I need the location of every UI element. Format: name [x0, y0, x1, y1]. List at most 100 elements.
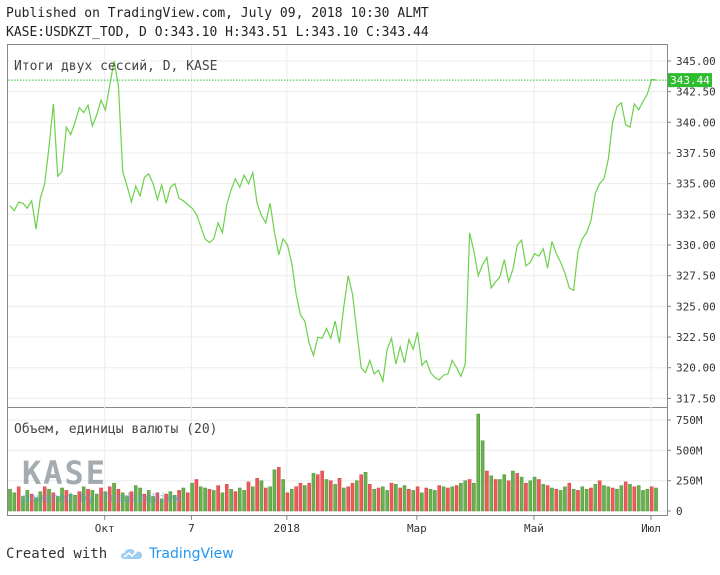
volume-bar	[363, 472, 368, 512]
volume-bar	[233, 491, 238, 512]
volume-bar	[628, 484, 632, 512]
volume-bar	[190, 482, 194, 512]
volume-bar	[47, 488, 51, 512]
volume-bar	[342, 487, 346, 512]
volume-bar	[38, 491, 43, 512]
volume-bar	[329, 480, 333, 512]
volume-bar	[632, 486, 637, 512]
volume-axis[interactable]: 750M 500M 250M 0	[667, 414, 703, 518]
volume-bar	[303, 485, 307, 512]
volume-bar	[242, 490, 246, 512]
volume-bar	[381, 486, 385, 512]
volume-bar	[68, 493, 73, 512]
volume-bar	[120, 492, 125, 512]
volume-bar	[77, 491, 82, 512]
volume-bar	[489, 475, 494, 512]
price-tick-label: 317.50	[676, 392, 716, 405]
volume-bar	[459, 482, 463, 512]
volume-bar	[385, 490, 389, 512]
volume-bar	[580, 486, 585, 512]
price-tick-label: 327.50	[676, 270, 716, 283]
footer: Created with TradingView	[6, 546, 234, 562]
volume-bar	[229, 488, 233, 512]
volume-bar	[424, 487, 428, 512]
volume-bar	[225, 484, 229, 512]
volume-bar	[615, 488, 619, 512]
volume-bar	[528, 480, 533, 512]
volume-bar	[90, 490, 95, 512]
volume-bar	[359, 474, 363, 512]
volume-bar	[333, 484, 337, 512]
time-tick-label: Окт	[95, 522, 115, 535]
time-tick-label: Июл	[641, 522, 661, 535]
price-axis[interactable]: 345.00 342.50 340.00 337.50 335.00 332.50 330.…	[667, 55, 716, 405]
kase-watermark: KASE powered by TradingView	[22, 454, 182, 505]
time-axis[interactable]: Окт 7 2018 Мар Май Июл	[95, 516, 661, 535]
volume-bar	[138, 487, 142, 512]
volume-bar	[107, 486, 112, 512]
volume-bar	[86, 488, 90, 512]
volume-bar	[402, 485, 407, 512]
volume-bar	[346, 486, 350, 512]
volume-bar	[8, 488, 12, 512]
volume-bar	[519, 476, 524, 512]
volume-pane-title: Объем, единицы валюты (20)	[14, 422, 218, 437]
volume-bar	[511, 470, 515, 512]
time-tick-label: 7	[188, 522, 195, 535]
volume-bar	[268, 486, 272, 512]
volume-bar	[498, 479, 502, 512]
chart-canvas[interactable]: KASE powered by TradingView 345.00 342.50…	[0, 0, 720, 540]
time-tick-label: Май	[524, 522, 544, 535]
volume-bar	[420, 492, 424, 512]
volume-bar	[563, 486, 567, 512]
volume-bar	[42, 486, 47, 512]
time-tick-label: 2018	[274, 522, 301, 535]
volume-bar	[636, 485, 641, 512]
volume-bar	[207, 488, 212, 512]
volume-bar	[277, 467, 281, 512]
volume-bars	[8, 413, 658, 512]
tradingview-brand-text: TradingView	[149, 546, 234, 562]
volume-bar	[294, 486, 298, 512]
volume-bar	[177, 490, 181, 512]
volume-bar	[463, 480, 468, 512]
volume-bar	[602, 485, 606, 512]
volume-bar	[238, 487, 242, 512]
volume-tick-label: 0	[676, 505, 683, 518]
volume-bar	[337, 478, 342, 512]
volume-bar	[454, 485, 459, 512]
volume-bar	[34, 497, 38, 512]
volume-bar	[506, 480, 511, 512]
price-pane[interactable]	[7, 44, 668, 408]
volume-tick-label: 250M	[676, 475, 703, 488]
volume-bar	[29, 493, 34, 512]
volume-bar	[407, 488, 411, 512]
published-line: Published on TradingView.com, July 09, 2…	[6, 6, 429, 21]
volume-bar	[73, 495, 77, 512]
powered-by-text: powered by TradingView	[22, 491, 182, 505]
volume-bar	[376, 487, 381, 512]
volume-bar	[571, 488, 576, 512]
volume-bar	[649, 486, 654, 512]
volume-bar	[216, 485, 220, 512]
volume-bar	[142, 493, 147, 512]
volume-bar	[194, 479, 199, 512]
chart-header: Published on TradingView.com, July 09, 2…	[6, 4, 429, 42]
volume-bar	[116, 488, 121, 512]
volume-bar	[480, 440, 485, 512]
volume-bar	[493, 479, 498, 512]
volume-bar	[554, 488, 559, 512]
volume-bar	[99, 487, 103, 512]
volume-bar	[441, 486, 446, 512]
volume-bar	[368, 484, 372, 512]
volume-bar	[433, 490, 437, 512]
volume-bar	[125, 496, 129, 512]
tradingview-brand-link[interactable]: TradingView	[121, 546, 234, 562]
volume-bar	[307, 482, 311, 512]
price-tick-label: 330.00	[676, 239, 716, 252]
volume-bar	[541, 484, 546, 512]
volume-bar	[185, 492, 190, 512]
price-tick-label: 335.00	[676, 178, 716, 191]
volume-bar	[285, 492, 290, 512]
volume-bar	[316, 474, 320, 512]
